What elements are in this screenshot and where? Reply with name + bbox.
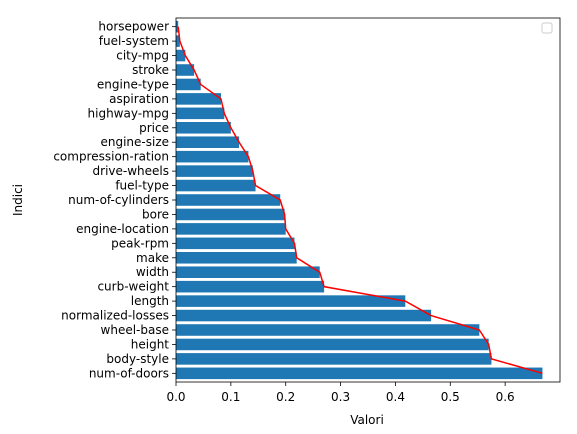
y-tick-label: body-style — [106, 352, 169, 366]
x-tick-label: 0.5 — [441, 390, 460, 404]
bar-compression-ration — [176, 151, 248, 163]
x-tick-label: 0.6 — [496, 390, 515, 404]
bar-engine-location — [176, 223, 286, 235]
y-tick-label: drive-wheels — [93, 164, 169, 178]
bar-engine-size — [176, 136, 239, 148]
y-tick-label: fuel-type — [115, 179, 169, 193]
bar-engine-type — [176, 79, 201, 91]
bar-peak-rpm — [176, 238, 294, 250]
bar-make — [176, 252, 297, 264]
bar-normalized-losses — [176, 310, 431, 322]
y-tick-label: city-mpg — [116, 49, 169, 63]
x-tick-label: 0.3 — [331, 390, 350, 404]
x-tick-label: 0.2 — [276, 390, 295, 404]
y-tick-label: height — [131, 337, 170, 351]
x-axis-label: Valori — [350, 413, 384, 427]
y-tick-label: engine-type — [97, 77, 169, 91]
y-axis-label: Indici — [11, 184, 25, 216]
y-tick-label: normalized-losses — [61, 309, 169, 323]
bar-highway-mpg — [176, 108, 224, 120]
y-tick-label: stroke — [132, 63, 169, 77]
y-tick-label: length — [131, 294, 169, 308]
y-tick-label: engine-location — [76, 222, 169, 236]
x-tick-label: 0.4 — [386, 390, 405, 404]
bar-drive-wheels — [176, 165, 253, 177]
legend-box — [542, 23, 552, 33]
bar-curb-weight — [176, 281, 324, 293]
y-tick-label: price — [139, 121, 169, 135]
y-tick-label: fuel-system — [99, 34, 169, 48]
y-tick-label: peak-rpm — [111, 236, 169, 250]
bar-width — [176, 266, 320, 278]
y-tick-label: wheel-base — [101, 323, 169, 337]
y-tick-label: compression-ration — [53, 150, 169, 164]
x-tick-label: 0.1 — [221, 390, 240, 404]
y-tick-label: highway-mpg — [88, 106, 169, 120]
y-tick-label: aspiration — [109, 92, 169, 106]
bars-layer — [176, 21, 542, 379]
bar-bore — [176, 209, 285, 221]
y-tick-label: num-of-doors — [89, 366, 169, 380]
bar-body-style — [176, 353, 491, 365]
y-tick-label: num-of-cylinders — [68, 193, 169, 207]
bar-wheel-base — [176, 324, 479, 336]
bar-height — [176, 339, 489, 351]
bar-num-of-doors — [176, 368, 542, 380]
bar-length — [176, 295, 405, 307]
y-tick-label: width — [136, 265, 169, 279]
y-tick-label: make — [136, 251, 169, 265]
y-tick-label: bore — [142, 207, 169, 221]
bar-num-of-cylinders — [176, 194, 280, 206]
y-tick-label: curb-weight — [97, 280, 169, 294]
bar-fuel-type — [176, 180, 256, 192]
bar-price — [176, 122, 231, 134]
x-tick-label: 0.0 — [166, 390, 185, 404]
y-tick-label: engine-size — [100, 135, 169, 149]
y-tick-label: horsepower — [98, 20, 169, 34]
